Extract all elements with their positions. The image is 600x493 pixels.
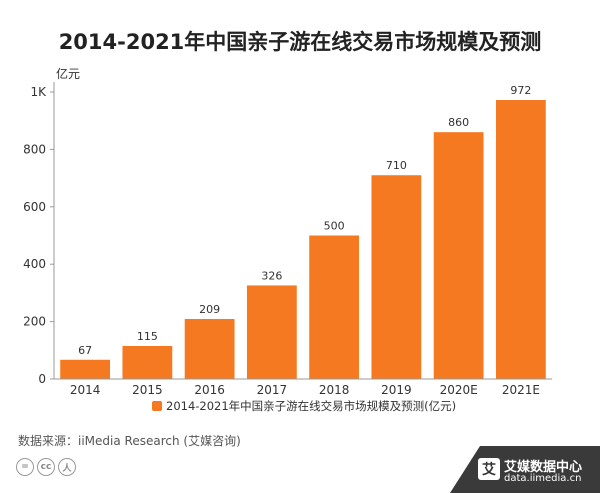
bars: 67 115 209 326 500 710 860 972: [60, 84, 546, 379]
x-tick-label: 2017: [257, 383, 288, 397]
brand-name: 艾媒数据中心: [504, 460, 583, 475]
data-label: 500: [324, 220, 345, 233]
source-note: 数据来源：iiMedia Research (艾媒咨询): [18, 434, 241, 448]
y-tick-label: 800: [23, 142, 46, 156]
y-tick-label: 600: [23, 200, 46, 214]
equal-icon: =: [16, 458, 34, 476]
bar-2018: [309, 235, 360, 379]
x-tick-label: 2021E: [502, 383, 540, 397]
bar-2014: [60, 359, 111, 379]
brand-url: data.iimedia.cn: [504, 473, 582, 484]
license-icons: = cc 人: [16, 458, 76, 476]
data-label: 326: [261, 269, 282, 282]
x-tick-label: 2014: [70, 383, 101, 397]
data-label: 67: [78, 344, 92, 357]
bar-2016: [184, 319, 235, 379]
bar-2017: [246, 285, 297, 379]
x-tick-label: 2020E: [440, 383, 478, 397]
x-tick-label: 2019: [381, 383, 412, 397]
bar-chart: 0 200 400 600 800 1K 亿元 67 115 209 326 500 710 860 97…: [23, 66, 552, 413]
x-axis: 2014 2015 2016 2017 2018 2019 2020E 2021E: [54, 378, 552, 397]
data-label: 972: [510, 84, 531, 97]
y-tick-label: 1K: [30, 85, 47, 99]
x-tick-label: 2016: [194, 383, 225, 397]
bar-2021E: [495, 100, 546, 379]
x-tick-label: 2018: [319, 383, 350, 397]
y-tick-label: 200: [23, 315, 46, 329]
y-tick-label: 400: [23, 257, 46, 271]
x-tick-label: 2015: [132, 383, 163, 397]
cc-icon: cc: [37, 458, 55, 476]
data-label: 860: [448, 116, 469, 129]
data-label: 710: [386, 159, 407, 172]
data-label: 209: [199, 303, 220, 316]
legend[interactable]: 2014-2021年中国亲子游在线交易市场规模及预测(亿元): [152, 399, 456, 413]
chart-title: 2014-2021年中国亲子游在线交易市场规模及预测: [58, 30, 542, 54]
person-icon: 人: [58, 458, 76, 476]
bar-2020E: [433, 132, 484, 379]
bar-2019: [371, 175, 422, 379]
legend-swatch: [152, 401, 162, 411]
data-label: 115: [137, 330, 158, 343]
brand-banner: [450, 446, 600, 493]
y-unit-label: 亿元: [56, 66, 80, 81]
bar-2015: [122, 345, 173, 379]
y-tick-label: 0: [38, 372, 46, 386]
legend-label: 2014-2021年中国亲子游在线交易市场规模及预测(亿元): [166, 399, 456, 413]
brand-logo-icon: 艾: [478, 458, 500, 480]
y-axis: 0 200 400 600 800 1K 亿元: [23, 66, 80, 386]
